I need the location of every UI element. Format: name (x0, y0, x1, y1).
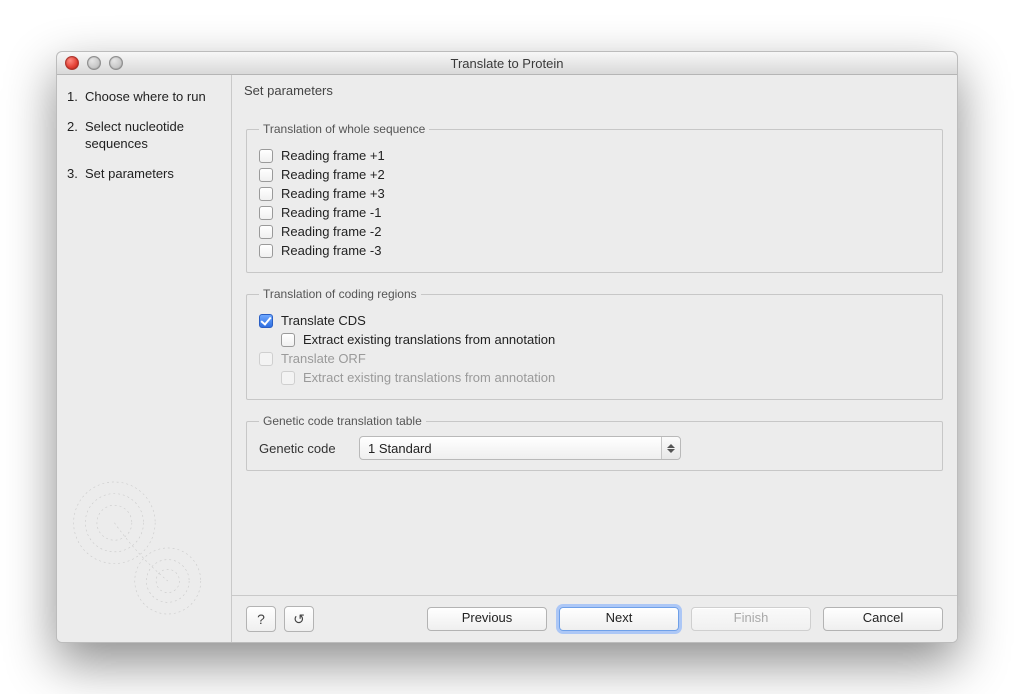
reading-frame-minus1-checkbox[interactable] (259, 206, 273, 220)
checkbox-label: Reading frame +3 (281, 186, 385, 201)
cds-extract-annotations-checkbox[interactable] (281, 333, 295, 347)
next-button[interactable]: Next (559, 607, 679, 631)
page-title: Set parameters (232, 75, 957, 102)
cds-extract-row: Extract existing translations from annot… (281, 332, 930, 347)
group-legend: Genetic code translation table (259, 414, 426, 428)
checkbox-label: Reading frame -2 (281, 224, 381, 239)
window-body: 1. Choose where to run 2. Select nucleot… (57, 75, 957, 642)
checkbox-label: Reading frame -3 (281, 243, 381, 258)
reading-frame-plus3-checkbox[interactable] (259, 187, 273, 201)
reading-frame-row: Reading frame -1 (259, 205, 930, 220)
traffic-lights (65, 56, 123, 70)
reset-icon: ↺ (293, 611, 305, 628)
cancel-button[interactable]: Cancel (823, 607, 943, 631)
checkbox-label: Reading frame +1 (281, 148, 385, 163)
titlebar: Translate to Protein (57, 52, 957, 75)
reading-frame-row: Reading frame -3 (259, 243, 930, 258)
wizard-step-number: 2. (67, 119, 85, 135)
chevron-updown-icon (661, 437, 680, 459)
help-icon: ? (257, 611, 265, 627)
orf-extract-annotations-checkbox (281, 371, 295, 385)
main-panel: Set parameters Translation of whole sequ… (232, 75, 957, 642)
checkbox-label: Extract existing translations from annot… (303, 370, 555, 385)
dialog-window: Translate to Protein 1. Choose where to … (56, 51, 958, 643)
group-genetic-code: Genetic code translation table Genetic c… (246, 414, 943, 471)
footer-left: ? ↺ (246, 606, 314, 632)
wizard-step-2[interactable]: 2. Select nucleotide sequences (67, 119, 225, 152)
zoom-icon[interactable] (109, 56, 123, 70)
previous-button[interactable]: Previous (427, 607, 547, 631)
dialog-footer: ? ↺ Previous Next Finish Cancel (232, 595, 957, 642)
decorative-swirl-icon (61, 462, 226, 632)
stage: Translate to Protein 1. Choose where to … (0, 0, 1014, 694)
translate-orf-checkbox (259, 352, 273, 366)
wizard-step-number: 3. (67, 166, 85, 182)
orf-extract-row: Extract existing translations from annot… (281, 370, 930, 385)
wizard-steps-list: 1. Choose where to run 2. Select nucleot… (67, 89, 225, 182)
group-legend: Translation of coding regions (259, 287, 421, 301)
wizard-steps-sidebar: 1. Choose where to run 2. Select nucleot… (57, 75, 232, 642)
checkbox-label: Translate ORF (281, 351, 366, 366)
reading-frame-minus2-checkbox[interactable] (259, 225, 273, 239)
wizard-step-number: 1. (67, 89, 85, 105)
wizard-step-label: Choose where to run (85, 89, 225, 105)
reading-frame-row: Reading frame +3 (259, 186, 930, 201)
footer-right: Previous Next Finish Cancel (427, 607, 943, 631)
select-value: 1 Standard (368, 441, 432, 456)
genetic-code-row: Genetic code 1 Standard (259, 436, 930, 460)
reading-frame-row: Reading frame -2 (259, 224, 930, 239)
reset-button[interactable]: ↺ (284, 606, 314, 632)
parameters-form: Translation of whole sequence Reading fr… (232, 102, 957, 595)
reading-frame-plus2-checkbox[interactable] (259, 168, 273, 182)
translate-orf-row: Translate ORF (259, 351, 930, 366)
reading-frame-minus3-checkbox[interactable] (259, 244, 273, 258)
genetic-code-select[interactable]: 1 Standard (359, 436, 681, 460)
close-icon[interactable] (65, 56, 79, 70)
checkbox-label: Translate CDS (281, 313, 366, 328)
minimize-icon[interactable] (87, 56, 101, 70)
checkbox-label: Reading frame +2 (281, 167, 385, 182)
help-button[interactable]: ? (246, 606, 276, 632)
translate-cds-checkbox[interactable] (259, 314, 273, 328)
wizard-step-label: Set parameters (85, 166, 225, 182)
group-coding-regions: Translation of coding regions Translate … (246, 287, 943, 400)
wizard-step-3[interactable]: 3. Set parameters (67, 166, 225, 182)
window-title: Translate to Protein (57, 56, 957, 71)
reading-frame-row: Reading frame +2 (259, 167, 930, 182)
wizard-step-1[interactable]: 1. Choose where to run (67, 89, 225, 105)
genetic-code-label: Genetic code (259, 441, 349, 456)
reading-frame-row: Reading frame +1 (259, 148, 930, 163)
reading-frame-plus1-checkbox[interactable] (259, 149, 273, 163)
finish-button: Finish (691, 607, 811, 631)
checkbox-label: Reading frame -1 (281, 205, 381, 220)
wizard-step-label: Select nucleotide sequences (85, 119, 225, 152)
group-legend: Translation of whole sequence (259, 122, 429, 136)
group-whole-sequence: Translation of whole sequence Reading fr… (246, 122, 943, 273)
checkbox-label: Extract existing translations from annot… (303, 332, 555, 347)
translate-cds-row: Translate CDS (259, 313, 930, 328)
